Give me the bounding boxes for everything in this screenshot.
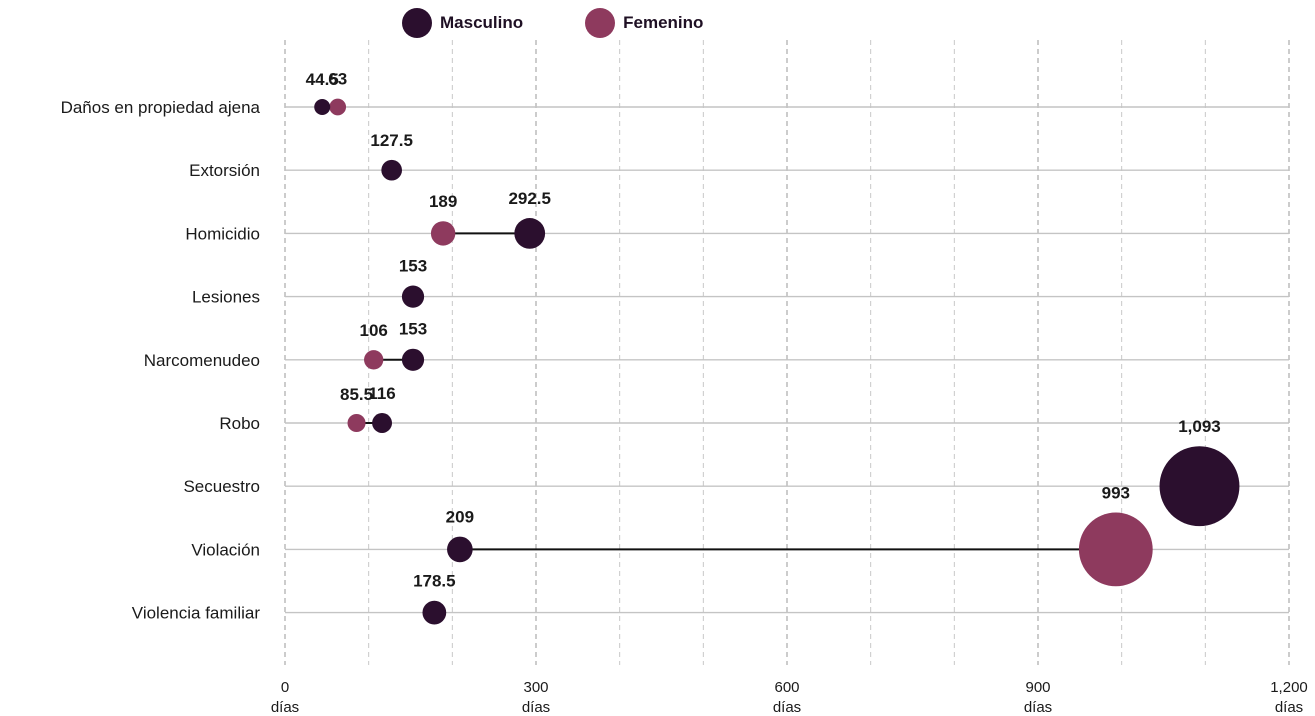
data-label-femenino: 993 — [1102, 484, 1130, 503]
x-tick-unit: días — [1024, 699, 1052, 716]
x-tick-label: 600 — [774, 679, 799, 696]
point-masculino — [402, 286, 424, 308]
category-label: Extorsión — [189, 161, 260, 180]
data-label-masculino: 127.5 — [370, 131, 413, 150]
x-tick-unit: días — [271, 699, 299, 716]
point-femenino — [1079, 513, 1153, 587]
point-femenino — [348, 414, 366, 432]
category-label: Violencia familiar — [132, 604, 261, 623]
data-label-masculino: 1,093 — [1178, 417, 1221, 436]
x-tick-label: 1,200 — [1270, 679, 1308, 696]
data-label-femenino: 189 — [429, 192, 457, 211]
x-tick-label: 900 — [1025, 679, 1050, 696]
x-tick-unit: días — [522, 699, 550, 716]
point-masculino — [372, 413, 392, 433]
x-tick-unit: días — [1275, 699, 1303, 716]
point-masculino — [1160, 446, 1240, 526]
data-label-masculino: 209 — [446, 508, 474, 527]
category-label: Violación — [191, 540, 260, 559]
category-label: Homicidio — [185, 224, 260, 243]
point-femenino — [431, 221, 455, 245]
data-label-femenino: 106 — [359, 321, 387, 340]
category-label: Daños en propiedad ajena — [61, 98, 261, 117]
data-label-masculino: 153 — [399, 257, 427, 276]
point-masculino — [422, 601, 446, 625]
x-tick-label: 0 — [281, 679, 289, 696]
category-label: Lesiones — [192, 288, 260, 307]
data-label-masculino: 153 — [399, 320, 427, 339]
data-label-masculino: 178.5 — [413, 572, 456, 591]
point-masculino — [402, 349, 424, 371]
point-masculino — [381, 160, 402, 181]
point-femenino — [364, 350, 383, 369]
data-label-masculino: 292.5 — [508, 189, 551, 208]
x-tick-unit: días — [773, 699, 801, 716]
category-label: Robo — [219, 414, 260, 433]
point-masculino — [447, 537, 473, 563]
data-label-femenino: 63 — [328, 70, 347, 89]
category-label: Secuestro — [183, 477, 260, 496]
point-masculino — [514, 218, 545, 249]
data-label-femenino: 85.5 — [340, 385, 373, 404]
point-femenino — [329, 99, 346, 116]
category-label: Narcomenudeo — [144, 351, 260, 370]
x-tick-label: 300 — [523, 679, 548, 696]
point-masculino — [314, 99, 330, 115]
